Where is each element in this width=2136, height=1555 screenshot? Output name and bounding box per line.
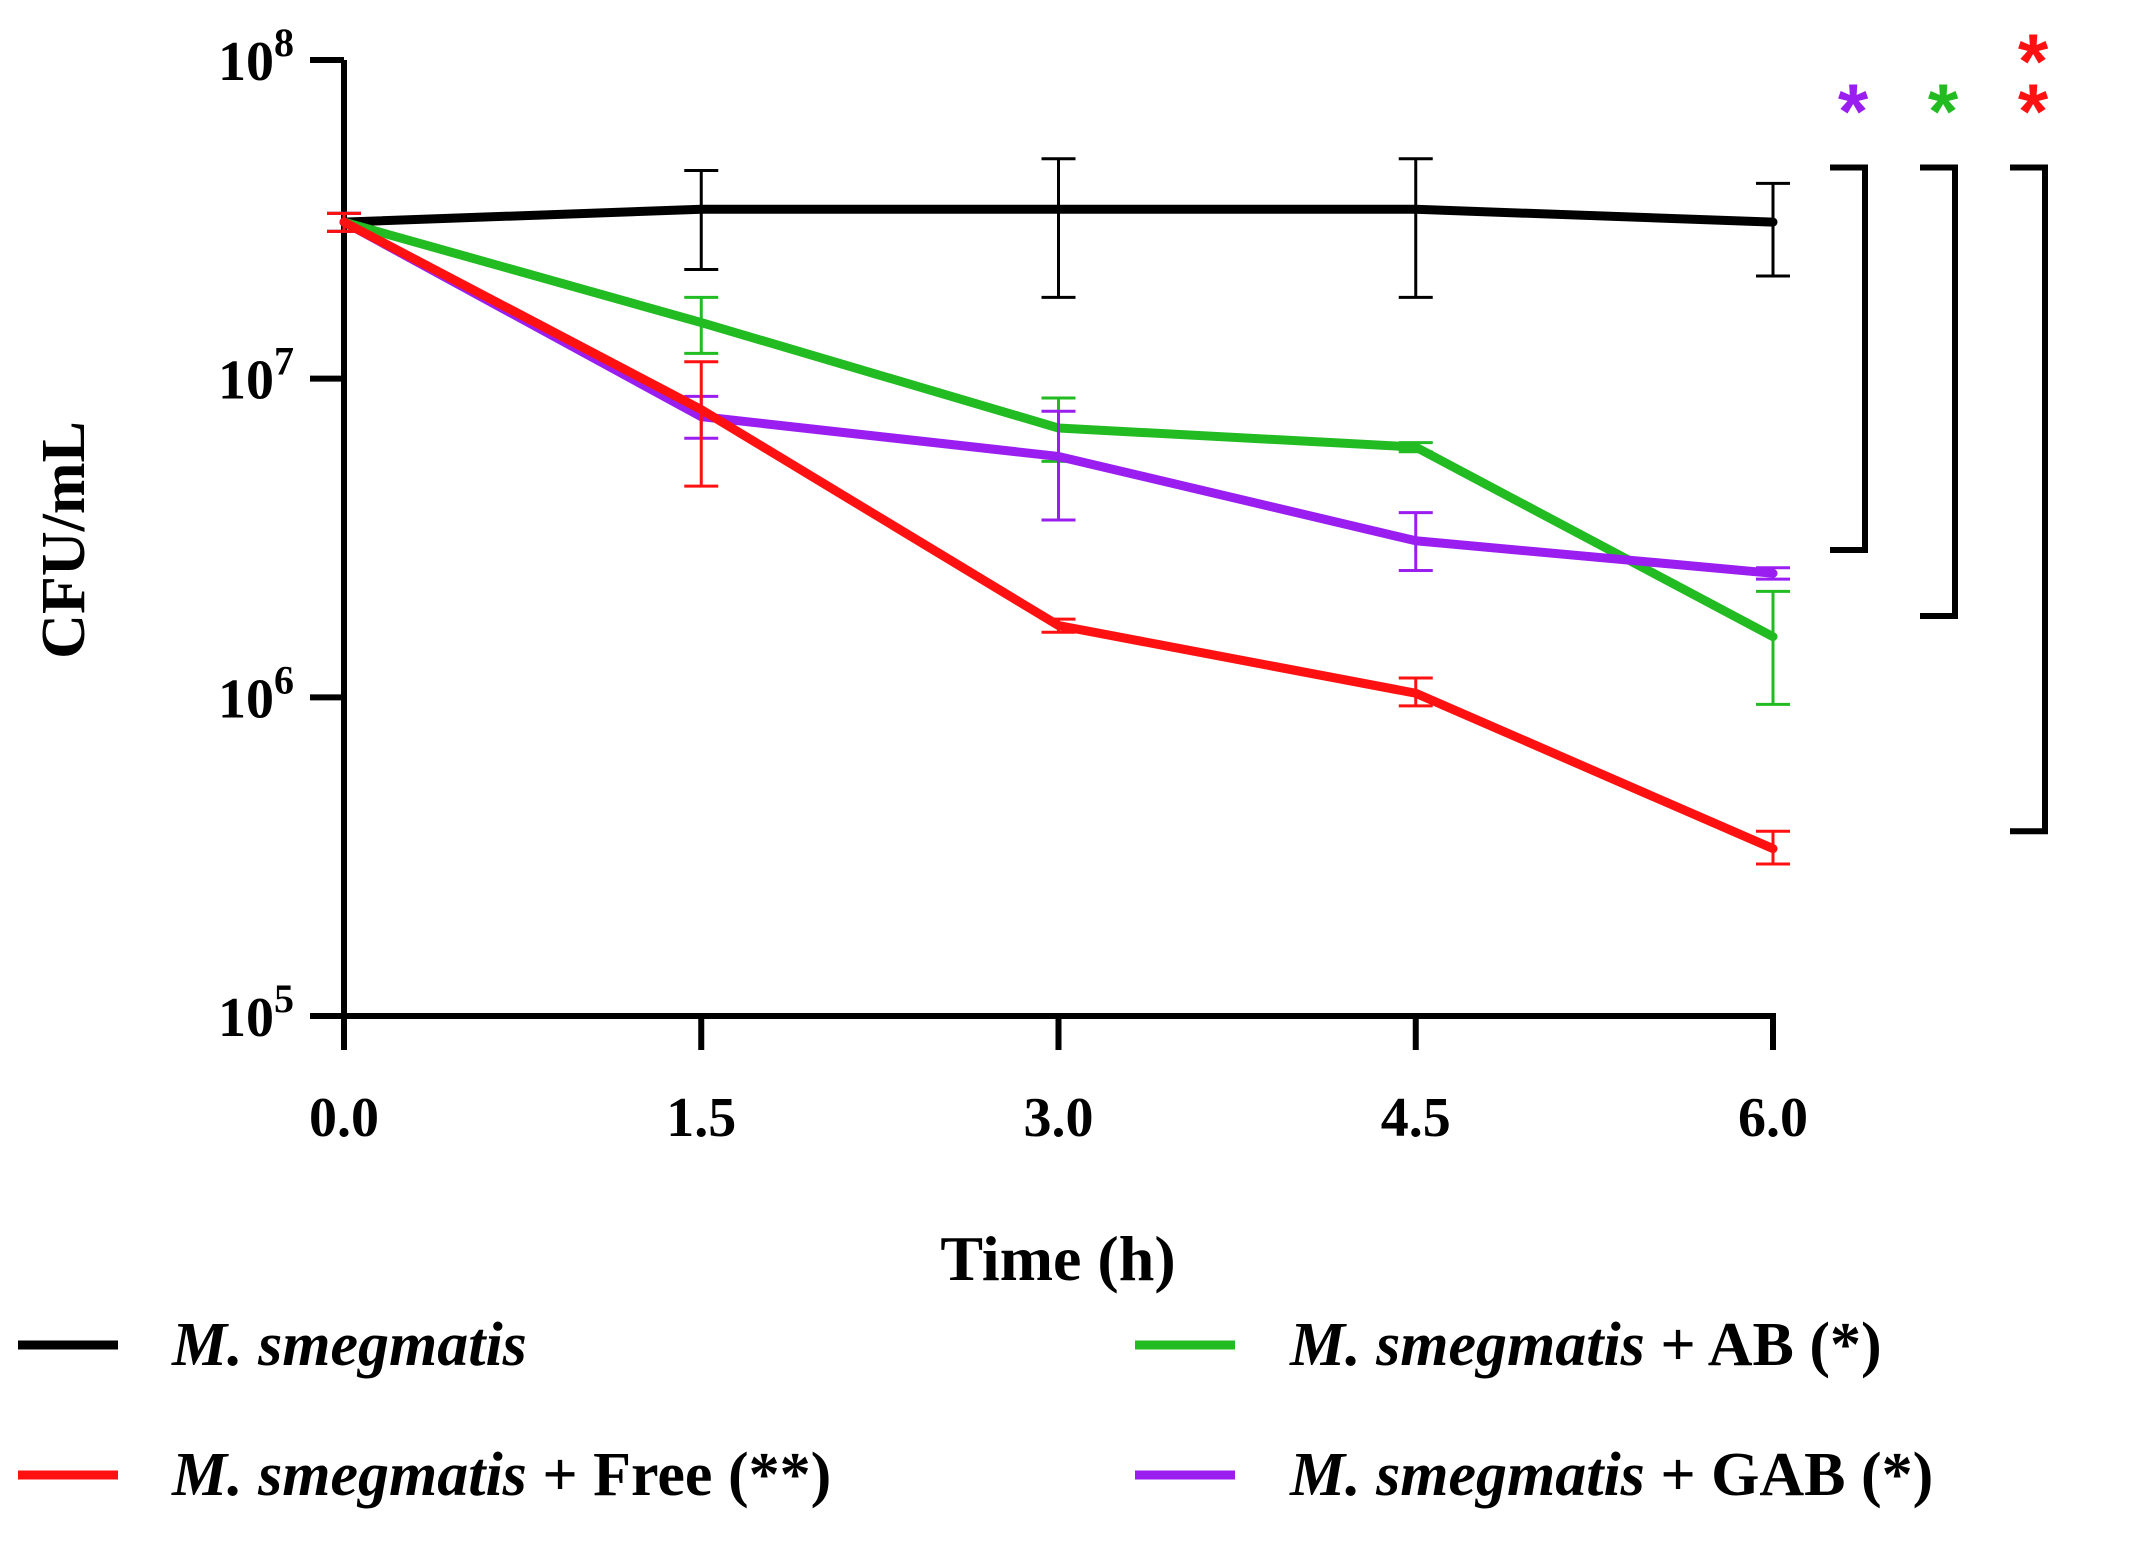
significance-bracket	[1830, 164, 1868, 553]
legend: M. smegmatis M. smegmatis + AB (*) M. smeg…	[18, 1311, 1933, 1509]
legend-item-free: M. smegmatis + Free (**)	[18, 1441, 831, 1509]
y-tick-label: 105	[218, 976, 294, 1049]
significance-bracket	[2010, 164, 2048, 835]
y-tick-label: 108	[218, 20, 294, 93]
legend-item-gab: M. smegmatis + GAB (*)	[1135, 1441, 1933, 1509]
series-free	[327, 211, 1790, 866]
x-tick-label: 0.0	[309, 1087, 379, 1149]
series-line-control	[339, 204, 1778, 227]
y-tick-label: 107	[218, 339, 294, 412]
chart-axes: 105 106 107 108 0.0 1.5 3.0 4.5 6.0	[218, 20, 1808, 1149]
legend-label: M. smegmatis + AB (*)	[1289, 1311, 1882, 1379]
y-tick-label: 106	[218, 657, 294, 730]
significance-bracket	[1920, 164, 1958, 619]
x-tick-label: 6.0	[1738, 1087, 1808, 1149]
significance-gab: *	[1830, 67, 1869, 553]
significance-star: *	[1838, 67, 1869, 155]
x-axis-label: Time (h)	[940, 1223, 1175, 1294]
legend-label: M. smegmatis	[171, 1311, 527, 1379]
chart-series	[327, 157, 1790, 866]
series-line-free	[339, 217, 1778, 854]
x-tick-label: 3.0	[1024, 1087, 1094, 1149]
legend-label: M. smegmatis + GAB (*)	[1289, 1441, 1933, 1509]
x-tick-label: 1.5	[666, 1087, 736, 1149]
significance-ab: *	[1920, 67, 1959, 619]
significance-star: *	[2018, 17, 2049, 105]
significance-free: **	[2010, 17, 2049, 835]
y-axis-label: CFU/mL	[30, 421, 98, 659]
significance-star: *	[1928, 67, 1959, 155]
significance-star: *	[2018, 67, 2049, 155]
x-tick-label: 4.5	[1381, 1087, 1451, 1149]
legend-item-control: M. smegmatis	[18, 1311, 527, 1379]
legend-label: M. smegmatis + Free (**)	[171, 1441, 831, 1509]
significance-annotations: * ***	[1830, 17, 2049, 835]
legend-item-ab: M. smegmatis + AB (*)	[1135, 1311, 1882, 1379]
